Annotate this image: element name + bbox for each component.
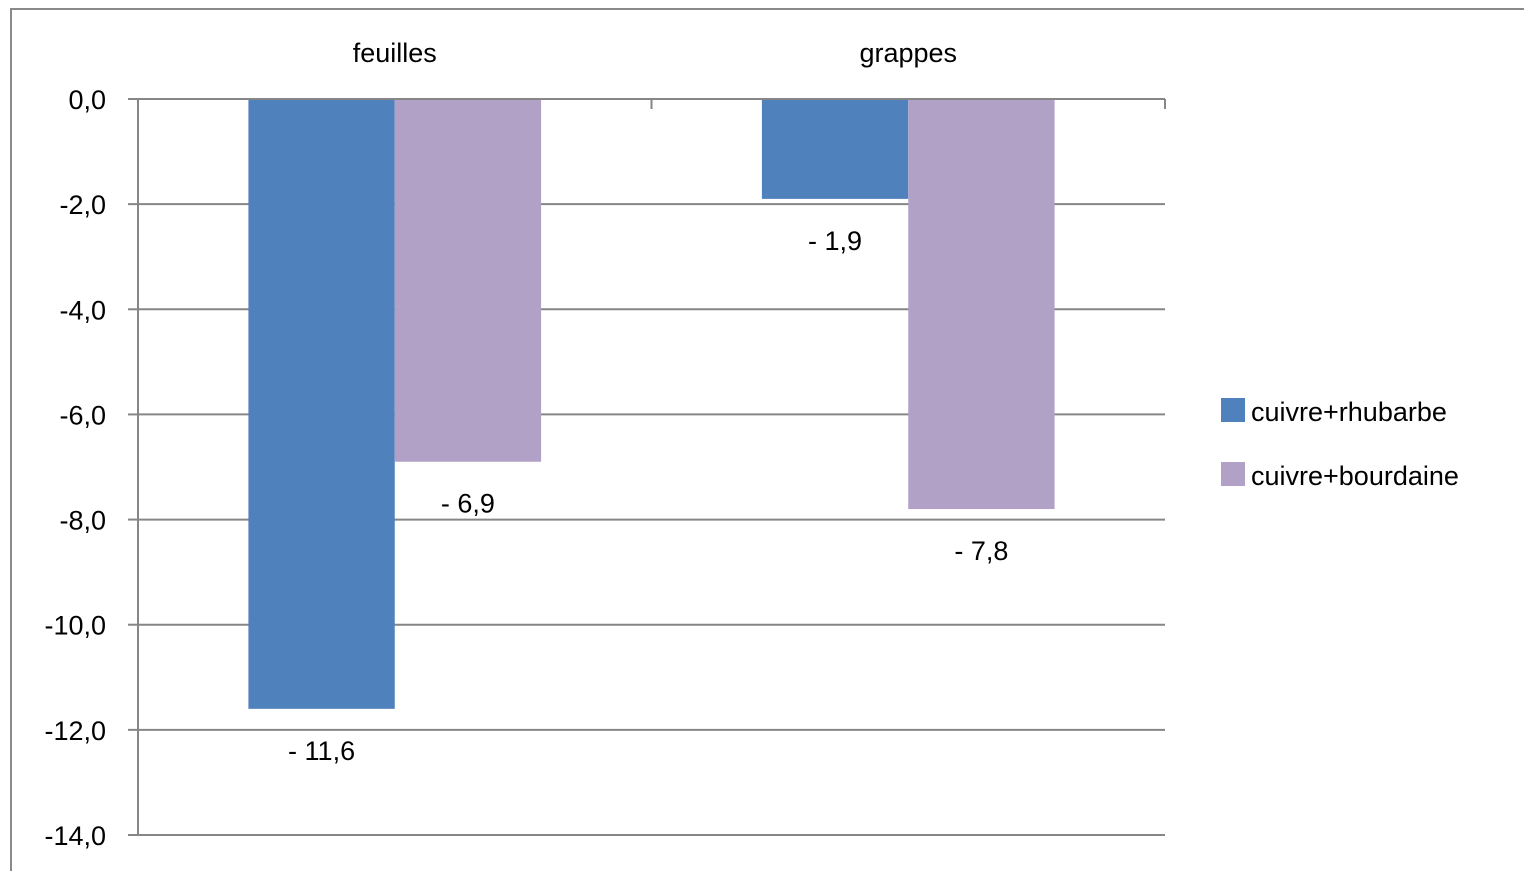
- legend-swatch: [1221, 462, 1245, 486]
- y-tick-label: -6,0: [59, 400, 106, 430]
- legend-label: cuivre+rhubarbe: [1251, 397, 1447, 427]
- y-tick-label: -10,0: [44, 611, 106, 641]
- bar-cuivre-rhubarbe-grappes: [761, 99, 909, 199]
- category-label-feuilles: feuilles: [353, 38, 437, 68]
- y-tick-label: 0,0: [68, 85, 106, 115]
- y-tick-label: -8,0: [59, 506, 106, 536]
- data-label: - 7,8: [954, 536, 1008, 566]
- y-tick-label: -4,0: [59, 295, 106, 325]
- y-tick-label: -2,0: [59, 190, 106, 220]
- y-tick-label: -14,0: [44, 821, 106, 851]
- bar-cuivre-bourdaine-feuilles: [394, 99, 542, 462]
- data-label: - 1,9: [808, 226, 862, 256]
- data-label: - 11,6: [288, 736, 355, 766]
- bar-cuivre-rhubarbe-feuilles: [248, 99, 395, 709]
- y-tick-label: -12,0: [44, 716, 106, 746]
- category-label-grappes: grappes: [859, 38, 957, 68]
- data-label: - 6,9: [441, 489, 495, 519]
- bar-cuivre-bourdaine-grappes: [908, 99, 1055, 510]
- legend-label: cuivre+bourdaine: [1251, 461, 1459, 491]
- legend-swatch: [1221, 398, 1245, 422]
